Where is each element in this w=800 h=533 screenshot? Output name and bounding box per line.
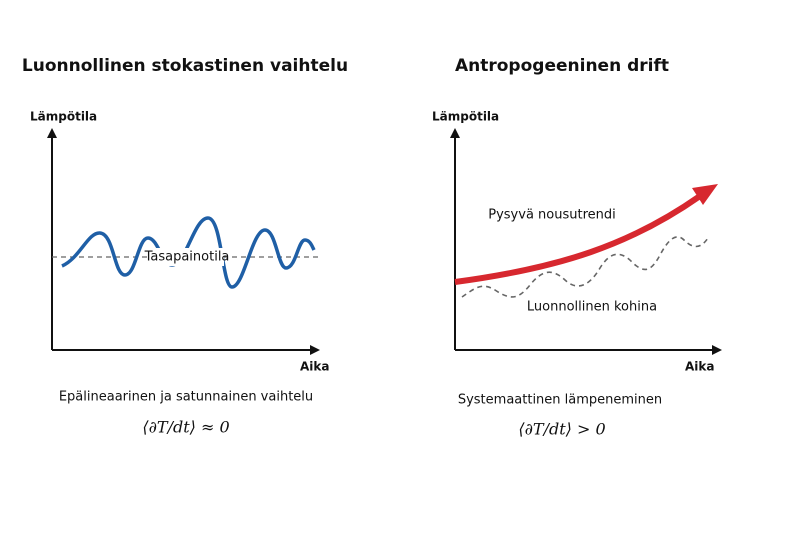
x-axis-label: Aika bbox=[300, 360, 329, 374]
y-axis-label: Lämpötila bbox=[30, 110, 97, 124]
noise-label: Luonnollinen kohina bbox=[527, 300, 657, 315]
fluctuation-curve bbox=[61, 216, 316, 289]
trend-curve bbox=[454, 193, 702, 285]
trend-label: Pysyvä nousutrendi bbox=[488, 208, 616, 223]
caption: Systemaattinen lämpeneminen bbox=[458, 393, 662, 408]
right-panel: Antropogeeninen drift Lämpötila Aika Pys… bbox=[432, 56, 722, 439]
left-panel: Luonnollinen stokastinen vaihtelu Lämpöt… bbox=[22, 56, 348, 437]
noise-curve bbox=[461, 236, 709, 298]
panel-title: Luonnollinen stokastinen vaihtelu bbox=[22, 56, 348, 76]
y-axis-label: Lämpötila bbox=[432, 110, 499, 124]
caption: Epälineaarinen ja satunnainen vaihtelu bbox=[59, 390, 313, 405]
trend-arrowhead bbox=[692, 184, 718, 205]
formula: ⟨∂T/dt⟩ ≈ 0 bbox=[142, 418, 229, 437]
label-bg bbox=[150, 248, 224, 266]
panel-title: Antropogeeninen drift bbox=[455, 56, 669, 76]
x-axis-label: Aika bbox=[685, 360, 714, 374]
formula: ⟨∂T/dt⟩ > 0 bbox=[518, 420, 605, 439]
equilibrium-label: Tasapainotila bbox=[144, 250, 230, 265]
